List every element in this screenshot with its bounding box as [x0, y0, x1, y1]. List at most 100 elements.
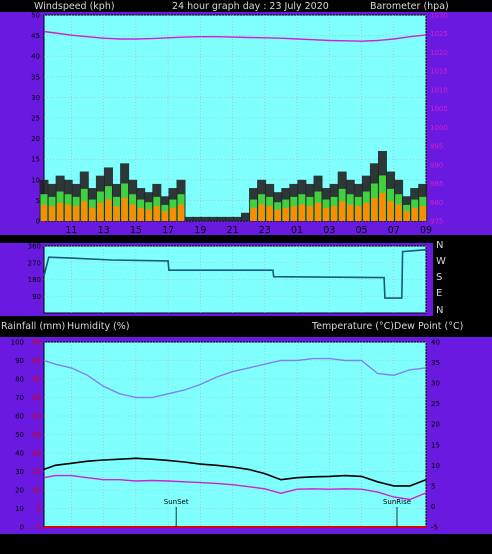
temperature-tick-label: 25: [431, 400, 440, 408]
rainfall-tick-label: 5: [37, 505, 41, 513]
wind-gust-bar: [216, 216, 226, 221]
windspeed-tick-label: 10: [31, 176, 40, 184]
barometer-tick-label: 1010: [430, 86, 448, 94]
rainfall-tick-label: 30: [32, 413, 41, 421]
windspeed-tick-label: 15: [31, 156, 40, 164]
humidity-tick-label: 10: [15, 505, 24, 513]
wind-gust-bar: [192, 216, 202, 221]
wind-average-bar: [258, 204, 265, 221]
hour-tick-label: 13: [98, 536, 110, 547]
windspeed-tick-label: 0: [36, 218, 40, 226]
windspeed-tick-label: 50: [31, 12, 40, 20]
wind-average-bar: [49, 206, 56, 221]
hour-tick-label: 19: [194, 225, 206, 236]
wind-average-bar: [403, 211, 410, 221]
wind-gust-bar: [240, 212, 250, 221]
windspeed-tick-label: 5: [36, 197, 40, 205]
rainfall-tick-label: 10: [32, 487, 41, 495]
temperature-line: [43, 457, 427, 487]
humidity-axis-title: Humidity (%): [67, 321, 130, 332]
compass-label-e: E: [436, 288, 443, 299]
wind-average-bar: [306, 206, 313, 221]
wind-average-bar: [97, 202, 104, 221]
wind-average-bar: [105, 199, 112, 221]
hour-tick-label: 11: [65, 225, 77, 236]
temperature-tick-label: 35: [431, 359, 440, 367]
dewpoint-axis-title: Dew Point (°C): [394, 321, 464, 332]
rainfall-tick-label: 15: [32, 468, 41, 476]
rainfall-tick-label: 45: [32, 357, 41, 365]
humidity-tick-label: 0: [20, 524, 24, 532]
wind-gust-bar: [200, 216, 210, 221]
temperature-tick-label: 10: [431, 462, 440, 470]
wind-average-bar: [113, 206, 120, 221]
wind-average-bar: [121, 197, 128, 221]
sunrise-label: SunRise: [383, 498, 411, 506]
barometer-axis-title: Barometer (hpa): [370, 1, 449, 12]
windspeed-tick-label: 30: [31, 94, 40, 102]
temperature-tick-label: 30: [431, 380, 440, 388]
wind-direction-line: [43, 248, 427, 299]
wind-gust-bar: [232, 216, 242, 221]
temperature-tick-label: 20: [431, 421, 440, 429]
direction-tick-label: 360: [28, 243, 41, 251]
humidity-tick-label: 20: [15, 487, 24, 495]
hour-tick-label: 15: [130, 536, 142, 547]
wind-average-bar: [363, 202, 370, 221]
wind-average-bar: [57, 202, 64, 221]
barometer-tick-label: 1020: [430, 49, 448, 57]
rainfall-tick-label: 35: [32, 394, 41, 402]
wind-average-bar: [81, 201, 88, 221]
rainfall-tick-label: 20: [32, 450, 41, 458]
windspeed-tick-label: 40: [31, 53, 40, 61]
hour-tick-label: 13: [98, 225, 110, 236]
direction-tick-label: 90: [32, 293, 41, 301]
wind-average-bar: [331, 206, 338, 221]
hour-tick-label: 05: [355, 536, 367, 547]
temperature-tick-label: 0: [431, 503, 435, 511]
wind-average-bar: [250, 207, 257, 221]
wind-average-bar: [89, 207, 96, 221]
wind-average-bar: [137, 207, 144, 221]
compass-label-n-bottom: N: [436, 305, 444, 316]
barometer-tick-label: 1015: [430, 68, 448, 76]
temperature-tick-label: 15: [431, 441, 440, 449]
humidity-tick-label: 90: [15, 357, 24, 365]
barometer-tick-label: 1005: [430, 105, 448, 113]
wind-average-bar: [41, 204, 47, 221]
wind-average-bar: [298, 204, 305, 221]
barometer-tick-label: 995: [430, 143, 443, 151]
hour-tick-label: 15: [130, 225, 142, 236]
hour-tick-label: 23: [259, 225, 271, 236]
wind-average-bar: [315, 202, 322, 221]
hour-tick-label: 09: [420, 225, 432, 236]
temperature-tick-label: 40: [431, 339, 440, 347]
humidity-tick-label: 60: [15, 413, 24, 421]
hour-tick-label: 21: [227, 536, 239, 547]
wind-average-bar: [290, 206, 297, 221]
wind-gust-bar: [224, 216, 234, 221]
wind-average-bar: [145, 209, 152, 221]
humidity-tick-label: 100: [11, 339, 24, 347]
windspeed-tick-label: 35: [31, 73, 40, 81]
wind-average-bar: [387, 201, 394, 221]
wind-average-bar: [371, 197, 378, 221]
wind-average-bar: [347, 204, 354, 221]
compass-label-w: W: [436, 256, 446, 267]
wind-gust-bar: [184, 216, 194, 221]
hour-tick-label: 19: [194, 536, 206, 547]
hour-tick-label: 21: [227, 225, 239, 236]
wind-average-bar: [339, 201, 346, 221]
rainfall-tick-label: 0: [37, 524, 41, 532]
graph-date-title: 24 hour graph day : 23 July 2020: [172, 1, 329, 12]
wind-gust-bar: [208, 216, 218, 221]
sunset-label: SunSet: [164, 498, 189, 506]
wind-average-bar: [178, 204, 185, 221]
wind-average-bar: [411, 207, 418, 221]
temperature-axis-title: Temperature (°C): [312, 321, 394, 332]
barometer-tick-label: 1000: [430, 124, 448, 132]
wind-average-bar: [129, 204, 136, 221]
compass-label-s: S: [436, 272, 443, 283]
